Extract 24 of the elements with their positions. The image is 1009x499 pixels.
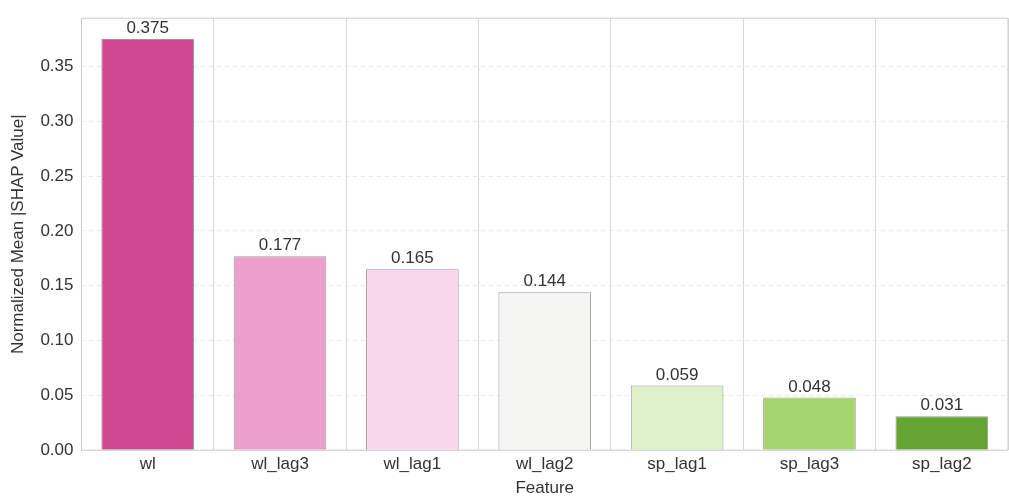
- x-tick-label: wl_lag3: [250, 454, 309, 474]
- y-tick-label: 0.30: [40, 110, 74, 130]
- y-tick-label: 0.20: [40, 220, 74, 240]
- data-label: 0.144: [523, 271, 567, 291]
- y-tick-label: 0.25: [40, 165, 74, 185]
- data-label: 0.059: [655, 364, 699, 384]
- y-tick-label: 0.05: [40, 385, 74, 405]
- y-tick-label: 0.35: [40, 56, 74, 76]
- data-label: 0.177: [258, 235, 302, 255]
- data-label: 0.048: [788, 376, 831, 396]
- x-tick-label: wl_lag2: [514, 454, 574, 474]
- x-tick-label: sp_lag3: [779, 454, 840, 474]
- y-tick-label: 0.00: [40, 439, 74, 459]
- data-label: 0.165: [391, 248, 434, 268]
- y-tick-label: 0.15: [40, 275, 74, 295]
- y-tick-label: 0.10: [40, 330, 74, 350]
- x-tick-label: sp_lag2: [912, 454, 972, 474]
- x-axis-title: Feature: [515, 478, 575, 498]
- data-label: 0.375: [126, 18, 169, 38]
- y-axis-title: Normalized Mean |SHAP Value|: [7, 114, 27, 355]
- x-tick-label: wl_lag1: [382, 454, 442, 474]
- x-tick-label: wl: [138, 454, 156, 474]
- x-tick-label: sp_lag1: [647, 454, 707, 474]
- data-label: 0.031: [920, 395, 964, 415]
